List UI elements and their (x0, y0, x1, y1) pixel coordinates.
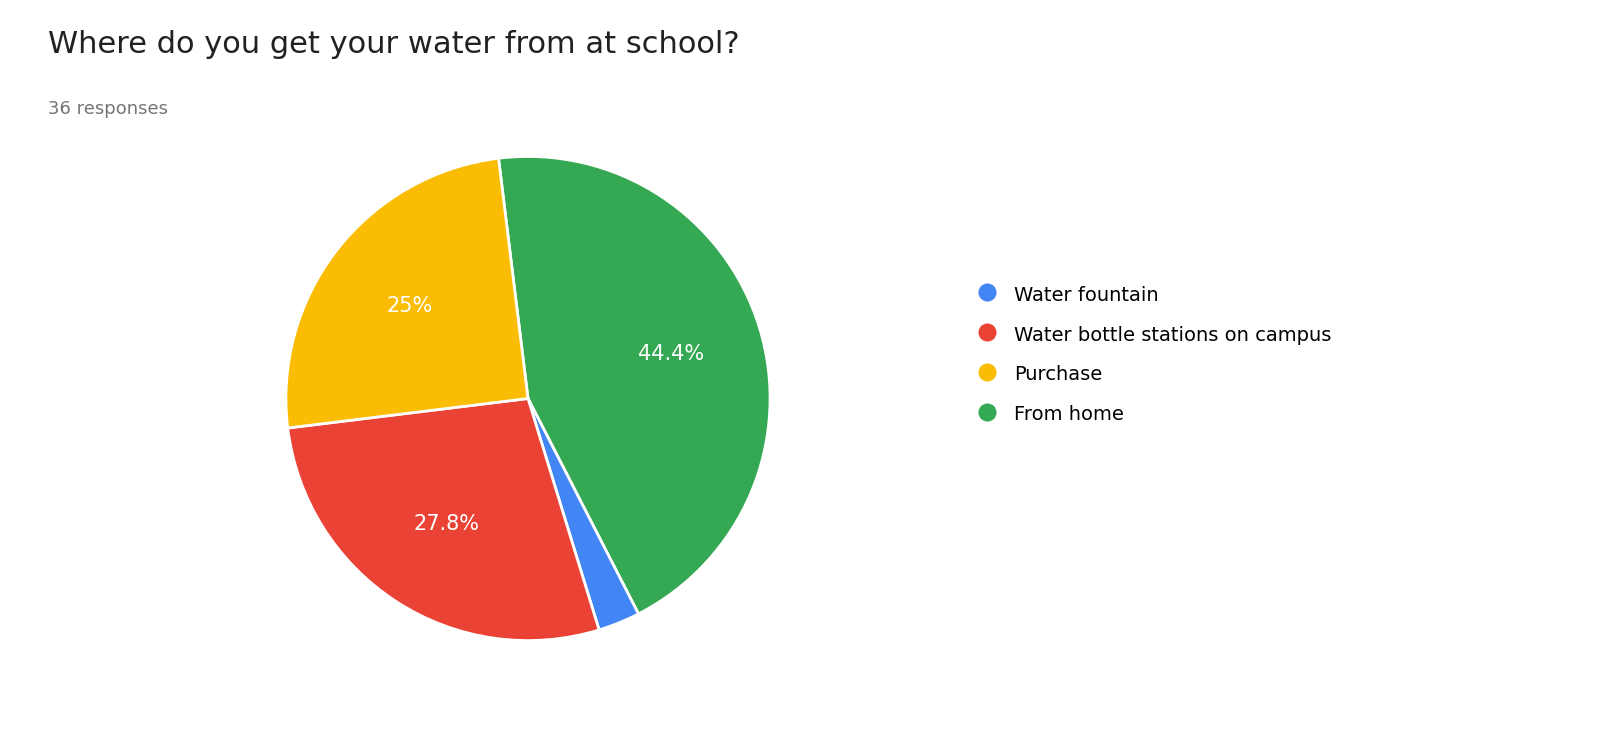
Text: 36 responses: 36 responses (48, 100, 168, 117)
Wedge shape (288, 399, 598, 641)
Wedge shape (499, 156, 770, 614)
Wedge shape (286, 158, 528, 428)
Text: 25%: 25% (387, 296, 434, 316)
Legend: Water fountain, Water bottle stations on campus, Purchase, From home: Water fountain, Water bottle stations on… (970, 275, 1341, 434)
Text: Where do you get your water from at school?: Where do you get your water from at scho… (48, 30, 739, 58)
Wedge shape (528, 399, 638, 630)
Text: 27.8%: 27.8% (413, 514, 480, 534)
Text: 44.4%: 44.4% (638, 345, 704, 365)
